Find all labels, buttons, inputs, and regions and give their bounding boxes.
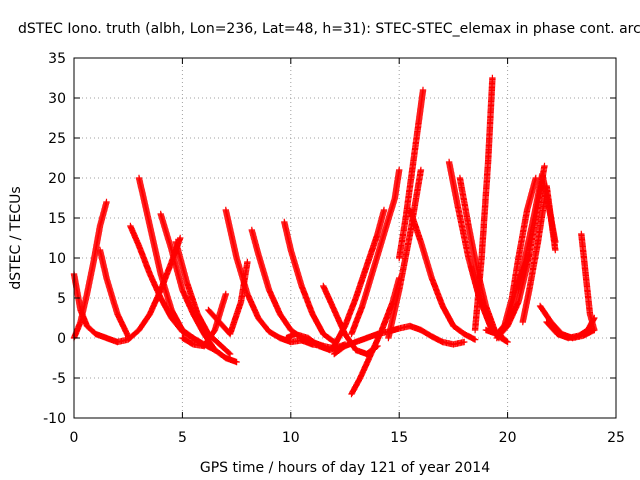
series-24 [471, 74, 496, 334]
series-20-points [406, 206, 479, 343]
series-15-points [348, 274, 403, 398]
series-2 [96, 246, 132, 340]
series-31 [543, 314, 598, 342]
series-8-points [205, 258, 251, 338]
x-axis-label: GPS time / hours of day 121 of year 2014 [200, 460, 490, 476]
series-28-points [519, 182, 559, 326]
y-tick-label: 5 [57, 291, 66, 307]
series-11-points [281, 218, 338, 346]
x-tick-label: 20 [499, 430, 517, 446]
series-4 [135, 174, 208, 350]
y-axis-label: dSTEC / TECUs [8, 186, 24, 289]
x-tick-label: 15 [390, 430, 408, 446]
data-series [70, 74, 598, 398]
series-17 [348, 166, 403, 338]
series-16 [331, 206, 388, 350]
series-12-points [283, 330, 349, 354]
y-tick-label: 10 [48, 251, 66, 267]
series-18 [385, 166, 425, 342]
y-tick-label: 15 [48, 211, 66, 227]
y-tick-label: 20 [48, 171, 66, 187]
series-20 [406, 206, 479, 343]
x-tick-label: 5 [178, 430, 187, 446]
x-tick-label: 0 [70, 430, 79, 446]
y-tick-label: -5 [52, 371, 66, 387]
series-32 [578, 230, 598, 334]
series-18-points [385, 166, 425, 342]
y-tick-label: -10 [43, 411, 66, 427]
series-8 [205, 258, 251, 338]
plot-frame [73, 57, 617, 419]
series-19 [396, 86, 427, 262]
series-2-points [96, 246, 132, 340]
series-24-points [471, 74, 496, 334]
x-tick-label: 10 [282, 430, 300, 446]
series-4-points [135, 174, 208, 350]
series-17-points [348, 166, 403, 338]
y-tick-label: 30 [48, 91, 66, 107]
series-19-points [396, 86, 427, 262]
series-11 [281, 218, 338, 346]
series-16-points [331, 206, 388, 350]
series-32-points [578, 230, 598, 334]
series-15 [348, 274, 403, 398]
series-12 [283, 330, 349, 354]
axis-ticks: 0 5 10 15 20 25 -10 -5 0 5 10 15 20 25 30 35 [43, 51, 625, 446]
chart-title: dSTEC Iono. truth (albh, Lon=236, Lat=48… [18, 21, 640, 37]
y-tick-label: 35 [48, 51, 66, 67]
series-29-points [500, 174, 539, 334]
y-tick-label: 0 [57, 331, 66, 347]
series-31-points [543, 314, 598, 342]
series-29 [500, 174, 539, 334]
series-28 [519, 182, 559, 326]
y-tick-label: 25 [48, 131, 66, 147]
x-tick-label: 25 [607, 430, 625, 446]
